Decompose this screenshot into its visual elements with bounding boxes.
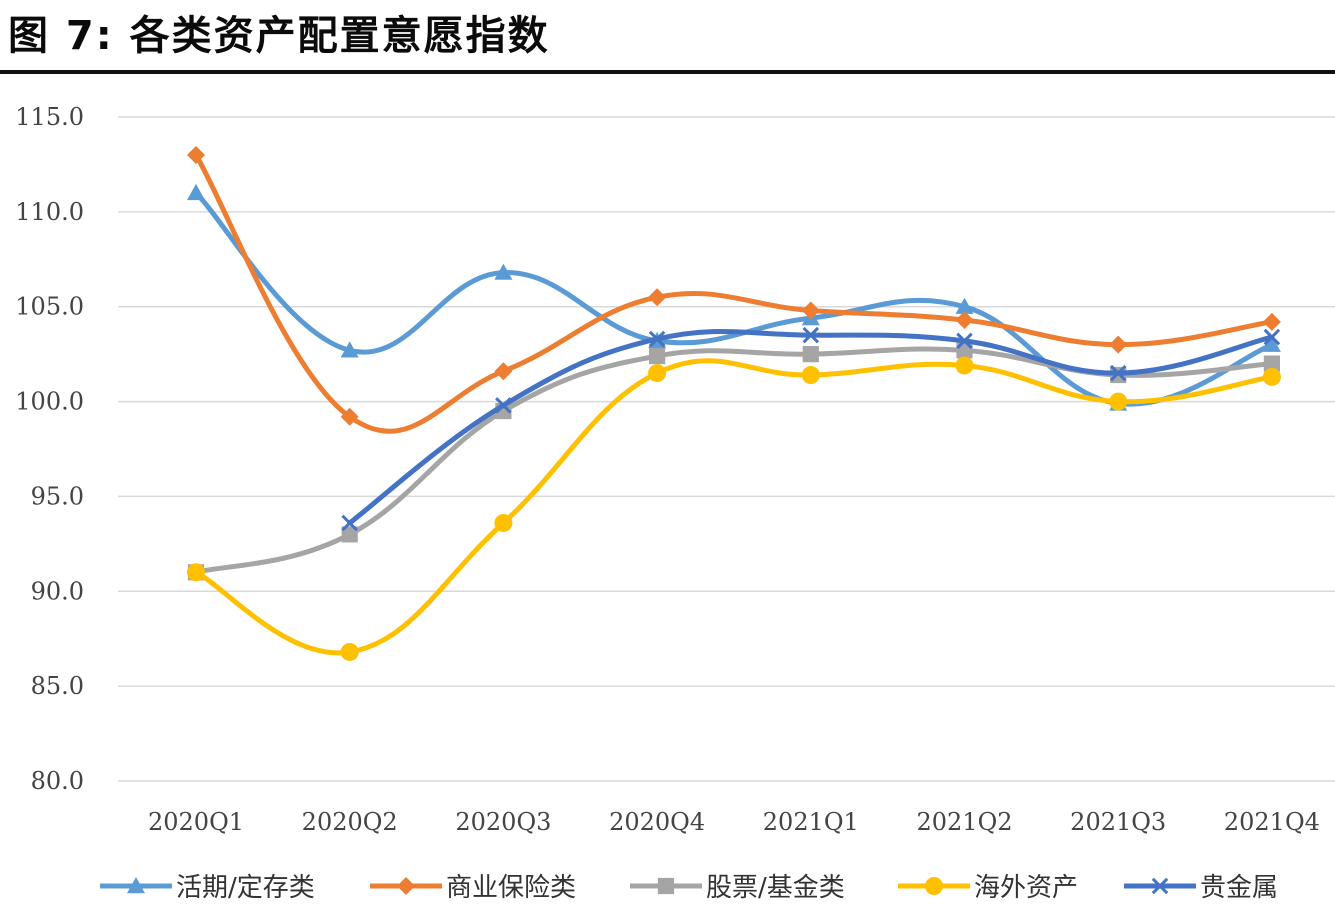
data-point: [648, 364, 667, 383]
data-point: [1263, 355, 1280, 372]
legend-item: 贵金属: [1124, 873, 1278, 903]
data-point: [801, 366, 820, 385]
data-point: [802, 326, 820, 344]
data-point: [955, 310, 974, 329]
data-point: [802, 346, 819, 363]
series-3: [187, 342, 1280, 581]
series-4: [187, 356, 1281, 661]
series-5: [341, 326, 1281, 532]
data-point: [341, 526, 358, 543]
series-line: [193, 358, 1275, 656]
data-point: [1262, 367, 1281, 386]
data-point: [187, 183, 205, 201]
legend-marker: [127, 877, 145, 894]
series-line: [193, 152, 1275, 434]
title-rule: [0, 70, 1335, 74]
data-point: [1262, 312, 1281, 331]
x-axis-ticks: 2020Q1 2020Q2 2020Q3 2020Q4 2021Q1 2021Q2 2021…: [148, 808, 1320, 836]
legend-marker: [657, 877, 675, 895]
y-tick-label: 85.0: [31, 672, 84, 700]
data-point: [955, 297, 974, 314]
series-layer: [187, 145, 1281, 661]
data-point: [494, 362, 513, 381]
data-point: [1263, 328, 1281, 346]
data-point: [801, 301, 820, 320]
legend-item: 商业保险类: [370, 873, 576, 903]
y-tick-label: 115.0: [15, 103, 84, 131]
legend-label: 海外资产: [974, 873, 1078, 903]
data-point: [1109, 364, 1127, 382]
x-tick-label: 2021Q3: [1070, 808, 1166, 836]
x-tick-label: 2020Q4: [609, 808, 705, 836]
data-point: [340, 341, 359, 358]
data-point: [648, 330, 666, 348]
x-tick-label: 2020Q2: [302, 808, 398, 836]
y-tick-label: 105.0: [15, 293, 84, 321]
data-point: [494, 263, 513, 280]
legend-marker: [925, 877, 943, 895]
data-point: [341, 514, 358, 532]
data-point: [649, 347, 666, 365]
data-point: [648, 288, 667, 307]
data-point: [187, 563, 205, 582]
legend-item: 海外资产: [898, 873, 1078, 903]
data-point: [1109, 335, 1128, 354]
data-point: [495, 397, 512, 414]
data-point: [340, 407, 359, 426]
x-tick-label: 2021Q1: [763, 808, 859, 836]
y-tick-label: 110.0: [15, 198, 84, 226]
data-point: [340, 642, 359, 661]
legend: 活期/定存类 商业保险类 股票/基金类 海外资产 贵金属: [100, 873, 1278, 903]
data-point: [494, 513, 513, 532]
legend-item: 活期/定存类: [100, 873, 315, 903]
data-point: [956, 332, 973, 350]
data-point: [1109, 392, 1128, 411]
figure-title: 图 7: 各类资产配置意愿指数: [8, 13, 550, 59]
data-point: [955, 356, 974, 375]
y-axis-ticks: 80.0 85.0 90.0 95.0 100.0 105.0 110.0 115.0: [15, 103, 84, 795]
legend-item: 股票/基金类: [630, 873, 845, 903]
grid-lines: [118, 116, 1335, 782]
y-tick-label: 80.0: [31, 767, 84, 795]
data-point: [187, 145, 205, 164]
series-2: [187, 145, 1281, 434]
x-tick-label: 2020Q3: [455, 808, 551, 836]
x-tick-label: 2020Q1: [148, 808, 244, 836]
legend-label: 贵金属: [1200, 873, 1278, 903]
legend-marker: [1151, 877, 1169, 895]
y-tick-label: 90.0: [31, 577, 84, 605]
data-point: [1262, 335, 1281, 352]
y-tick-label: 100.0: [15, 388, 84, 416]
legend-marker: [397, 877, 415, 895]
y-tick-label: 95.0: [31, 482, 84, 510]
x-tick-label: 2021Q2: [916, 808, 1012, 836]
x-tick-label: 2021Q4: [1224, 808, 1320, 836]
legend-label: 活期/定存类: [176, 873, 315, 903]
legend-label: 股票/基金类: [706, 873, 845, 903]
legend-label: 商业保险类: [446, 873, 576, 903]
